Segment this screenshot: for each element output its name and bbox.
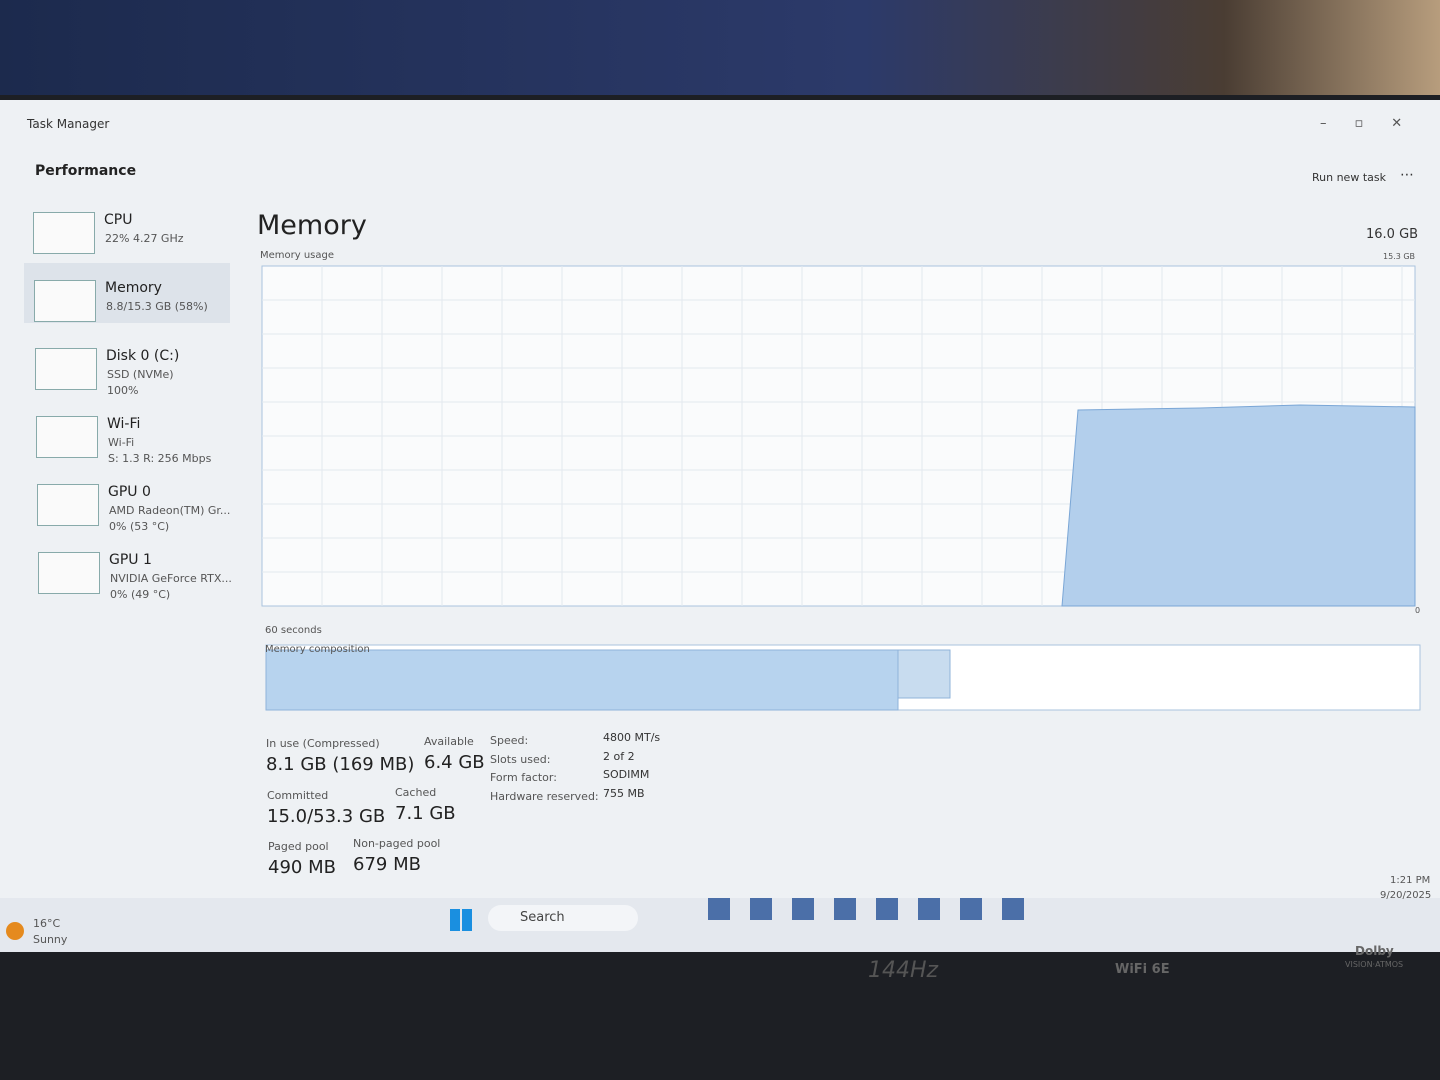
sidebar-thumbnail[interactable] — [35, 348, 97, 390]
sidebar-item-detail[interactable]: 22% 4.27 GHz — [105, 232, 184, 245]
clock-date: 9/20/2025 — [1380, 890, 1432, 901]
detail-label: Form factor: — [490, 771, 557, 784]
bezel-audio-sub: VISION·ATMOS — [1345, 960, 1404, 969]
graph-zero: 0 — [1415, 606, 1421, 615]
detail-label: Speed: — [490, 734, 529, 747]
weather: Sunny — [33, 933, 68, 946]
taskbar-apps[interactable] — [708, 898, 1028, 920]
background-photo — [0, 0, 1440, 95]
sidebar-thumbnail[interactable] — [33, 212, 95, 254]
sidebar-item-detail[interactable]: NVIDIA GeForce RTX... — [110, 572, 232, 585]
sidebar-item-detail[interactable]: 0% (49 °C) — [110, 588, 171, 601]
detail-value: 755 MB — [603, 786, 645, 800]
window-controls[interactable]: –▫✕ — [1320, 116, 1431, 131]
stat-value: 490 MB — [268, 857, 336, 878]
sidebar-thumbnail[interactable] — [37, 484, 99, 526]
modified-segment — [897, 649, 951, 699]
sidebar-item-name[interactable]: Memory — [105, 280, 162, 296]
sidebar-item-name[interactable]: GPU 0 — [108, 484, 151, 500]
temperature: 16°C — [33, 917, 61, 930]
sidebar-thumbnail[interactable] — [36, 416, 98, 458]
bezel-audio: Dolby — [1355, 944, 1394, 958]
total-memory: 16.0 GB — [1366, 227, 1419, 242]
usage-label: Memory usage — [260, 250, 335, 261]
sidebar-item-detail[interactable]: S: 1.3 R: 256 Mbps — [108, 452, 212, 465]
in-use-segment — [265, 649, 899, 711]
detail-label: Slots used: — [490, 752, 551, 766]
sidebar-thumbnail[interactable] — [38, 552, 100, 594]
sidebar-item-detail[interactable]: AMD Radeon(TM) Gr... — [109, 504, 231, 517]
usage-max: 15.3 GB — [1383, 252, 1416, 261]
sidebar-item-name[interactable]: Wi-Fi — [107, 416, 141, 432]
sidebar-item-name[interactable]: GPU 1 — [109, 552, 152, 568]
detail-value: 2 of 2 — [603, 749, 635, 763]
start-button[interactable] — [450, 909, 472, 931]
stat-label: Non-paged pool — [353, 837, 441, 850]
time-span: 60 seconds — [265, 625, 322, 636]
usage-area — [1061, 404, 1416, 607]
stat-value: 8.1 GB (169 MB) — [266, 754, 415, 775]
more-button[interactable]: ⋯ — [1400, 167, 1414, 183]
sidebar-item-detail[interactable]: 100% — [107, 384, 139, 397]
weather-icon — [6, 922, 24, 940]
sidebar-item-detail[interactable]: 8.8/15.3 GB (58%) — [106, 300, 208, 313]
stat-label: Cached — [395, 786, 437, 799]
run-new-task[interactable]: Run new task — [1312, 171, 1386, 184]
bezel-refresh: 144Hz — [868, 958, 939, 983]
stat-label: Available — [424, 735, 474, 748]
sidebar-item-name[interactable]: CPU — [104, 212, 133, 228]
bezel-wifi: WiFi 6E — [1115, 962, 1170, 977]
sidebar-item-detail[interactable]: Wi-Fi — [108, 436, 135, 449]
stat-value: 6.4 GB — [424, 752, 485, 773]
search-box[interactable] — [488, 905, 638, 931]
clock-time: 1:21 PM — [1390, 875, 1431, 886]
stat-value: 7.1 GB — [395, 803, 456, 824]
sidebar-item-name[interactable]: Disk 0 (C:) — [106, 348, 180, 364]
stat-label: In use (Compressed) — [266, 737, 380, 750]
window-title: Task Manager — [27, 117, 110, 131]
stat-value: 679 MB — [353, 854, 421, 875]
detail-label: Hardware reserved: — [490, 789, 599, 803]
main-title: Memory — [257, 210, 367, 241]
search-text[interactable]: Search — [520, 910, 565, 925]
detail-value: 4800 MT/s — [603, 731, 661, 744]
sidebar-thumbnail[interactable] — [34, 280, 96, 322]
stat-value: 15.0/53.3 GB — [267, 806, 386, 827]
stat-label: Paged pool — [268, 840, 329, 853]
detail-value: SODIMM — [603, 768, 650, 781]
sidebar-item-detail[interactable]: 0% (53 °C) — [109, 520, 170, 533]
stat-label: Committed — [267, 789, 329, 802]
composition-label: Memory composition — [265, 644, 370, 655]
sidebar-item-detail[interactable]: SSD (NVMe) — [107, 368, 174, 381]
section-title: Performance — [35, 163, 137, 179]
